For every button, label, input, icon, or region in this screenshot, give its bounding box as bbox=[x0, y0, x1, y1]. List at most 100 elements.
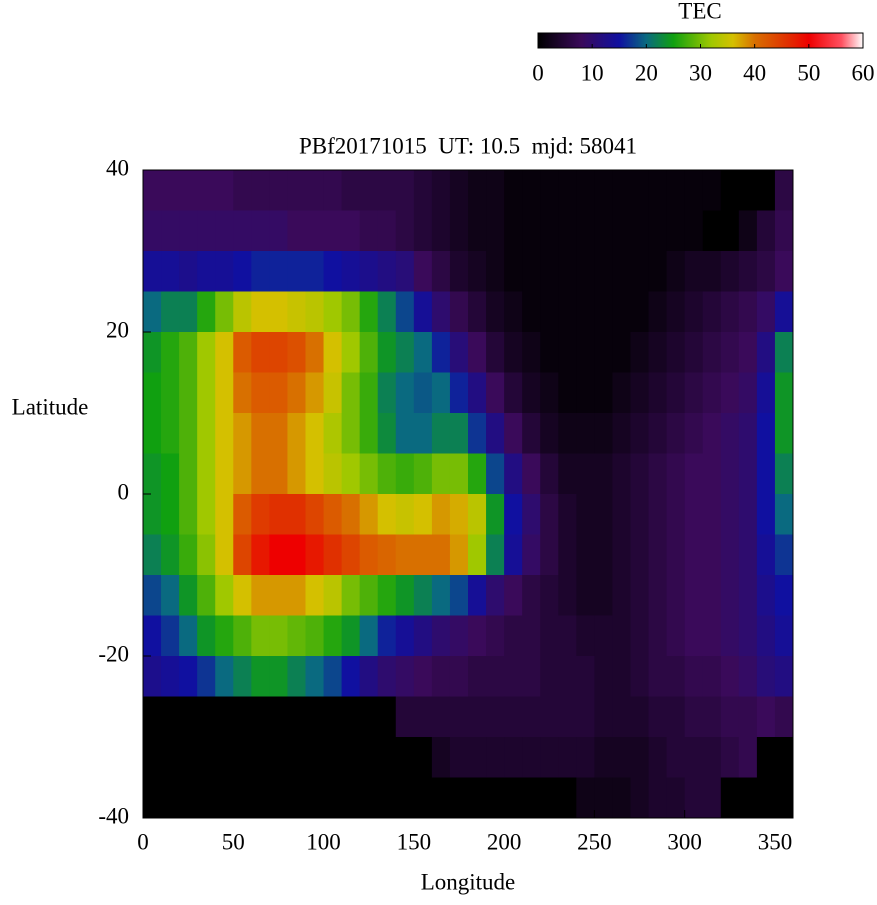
heat-cell bbox=[774, 615, 794, 657]
heat-cell bbox=[269, 332, 288, 373]
x-tick-label: 150 bbox=[397, 829, 432, 854]
heat-cell bbox=[251, 210, 270, 252]
heat-cell bbox=[359, 372, 379, 414]
heat-cell bbox=[720, 656, 740, 697]
heat-cell bbox=[486, 170, 505, 211]
heat-cell bbox=[143, 656, 162, 697]
heat-cell bbox=[558, 777, 577, 819]
heat-cell bbox=[666, 210, 686, 252]
heat-cell bbox=[215, 737, 234, 778]
heat-cell bbox=[702, 372, 722, 414]
heat-cell bbox=[666, 696, 686, 738]
x-tick-label: 0 bbox=[137, 829, 149, 854]
heat-cell bbox=[251, 251, 270, 292]
heat-cell bbox=[468, 251, 487, 292]
heat-cell bbox=[684, 534, 704, 576]
heat-cell bbox=[323, 494, 343, 535]
heat-cell bbox=[197, 291, 216, 333]
heat-cell bbox=[431, 534, 451, 576]
heat-cell bbox=[449, 170, 469, 211]
heat-cell bbox=[161, 251, 180, 292]
heat-cell bbox=[630, 170, 650, 211]
heat-cell bbox=[359, 170, 379, 211]
heat-cell bbox=[648, 575, 668, 616]
heat-cell bbox=[269, 777, 288, 819]
heat-cell bbox=[179, 737, 198, 778]
heat-cell bbox=[323, 453, 343, 495]
heat-cell bbox=[323, 575, 343, 616]
heat-cell bbox=[431, 656, 451, 697]
heat-cell bbox=[377, 372, 397, 414]
heat-cell bbox=[612, 413, 631, 454]
heat-cell bbox=[630, 615, 650, 657]
heat-cell bbox=[233, 210, 252, 252]
heat-cell bbox=[197, 170, 216, 211]
heat-cell bbox=[161, 494, 180, 535]
heat-cell bbox=[359, 777, 379, 819]
heat-cell bbox=[702, 737, 722, 778]
heat-cell bbox=[287, 291, 306, 333]
heat-cell bbox=[756, 737, 776, 778]
heat-cell bbox=[576, 170, 595, 211]
heat-cell bbox=[449, 696, 469, 738]
heat-cell bbox=[774, 696, 794, 738]
colorbar-tick-label: 0 bbox=[532, 60, 544, 85]
heat-cell bbox=[161, 372, 180, 414]
heat-cell bbox=[287, 575, 306, 616]
heat-cell bbox=[558, 615, 577, 657]
heat-cell bbox=[576, 656, 595, 697]
heat-cell bbox=[774, 170, 794, 211]
heat-cell bbox=[684, 615, 704, 657]
heat-cell bbox=[287, 696, 306, 738]
heat-cell bbox=[594, 210, 613, 252]
heat-cell bbox=[702, 615, 722, 657]
heat-cell bbox=[630, 696, 650, 738]
heat-cell bbox=[161, 615, 180, 657]
heat-cell bbox=[197, 413, 216, 454]
heat-cell bbox=[305, 372, 325, 414]
heat-cell bbox=[287, 413, 306, 454]
heat-cell bbox=[504, 332, 523, 373]
heat-cell bbox=[395, 737, 415, 778]
heat-cell bbox=[341, 453, 361, 495]
heat-cell bbox=[540, 494, 559, 535]
heat-cell bbox=[522, 615, 541, 657]
heat-cell bbox=[395, 656, 415, 697]
heat-cell bbox=[341, 737, 361, 778]
heat-cell bbox=[233, 575, 252, 616]
heat-cell bbox=[594, 777, 613, 819]
heat-cell bbox=[576, 453, 595, 495]
heat-cell bbox=[756, 413, 776, 454]
heat-cell bbox=[720, 453, 740, 495]
heat-cell bbox=[774, 777, 794, 819]
heat-cell bbox=[666, 372, 686, 414]
heat-cell bbox=[359, 575, 379, 616]
heat-cell bbox=[179, 777, 198, 819]
heat-cell bbox=[143, 453, 162, 495]
heat-cell bbox=[341, 696, 361, 738]
heat-cell bbox=[449, 575, 469, 616]
heat-cell bbox=[215, 575, 234, 616]
heat-cell bbox=[377, 453, 397, 495]
heat-cell bbox=[774, 656, 794, 697]
heat-cell bbox=[323, 413, 343, 454]
heat-cell bbox=[522, 372, 541, 414]
heat-cell bbox=[612, 372, 631, 414]
heat-cell bbox=[305, 696, 325, 738]
heat-cell bbox=[161, 777, 180, 819]
heat-cell bbox=[143, 737, 162, 778]
heat-cell bbox=[197, 656, 216, 697]
heat-cell bbox=[666, 737, 686, 778]
heat-cell bbox=[269, 615, 288, 657]
heat-cell bbox=[449, 251, 469, 292]
heat-cell bbox=[215, 372, 234, 414]
heat-cell bbox=[720, 494, 740, 535]
heat-cell bbox=[377, 210, 397, 252]
heat-cell bbox=[323, 737, 343, 778]
heat-cell bbox=[287, 777, 306, 819]
heat-cell bbox=[359, 494, 379, 535]
heat-cell bbox=[504, 210, 523, 252]
heat-cell bbox=[522, 170, 541, 211]
heat-cell bbox=[341, 170, 361, 211]
heat-cell bbox=[594, 170, 613, 211]
